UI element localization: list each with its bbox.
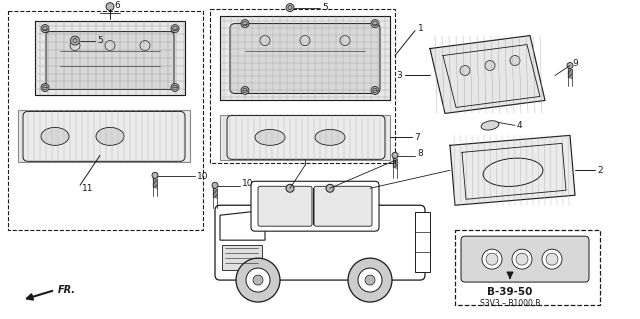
Circle shape <box>171 84 179 92</box>
Ellipse shape <box>41 127 69 145</box>
Circle shape <box>286 184 294 192</box>
Circle shape <box>510 56 520 65</box>
FancyBboxPatch shape <box>215 205 425 280</box>
Text: 5: 5 <box>322 3 328 12</box>
Text: 9: 9 <box>572 59 578 68</box>
Circle shape <box>140 41 150 50</box>
Text: 11: 11 <box>82 184 93 193</box>
Circle shape <box>106 3 114 11</box>
Bar <box>8 11 203 230</box>
Text: 6: 6 <box>114 1 120 10</box>
Circle shape <box>41 25 49 33</box>
Polygon shape <box>220 210 265 240</box>
Text: 3: 3 <box>396 71 402 80</box>
Ellipse shape <box>315 130 345 145</box>
Text: S3V3 – B1000 B: S3V3 – B1000 B <box>480 299 540 308</box>
Text: 5: 5 <box>97 36 103 45</box>
Circle shape <box>241 19 249 28</box>
Circle shape <box>567 63 573 69</box>
Circle shape <box>300 36 310 46</box>
Circle shape <box>152 172 158 178</box>
Circle shape <box>512 249 532 269</box>
Circle shape <box>236 258 280 302</box>
Ellipse shape <box>481 121 499 130</box>
Text: 10: 10 <box>242 179 253 188</box>
Ellipse shape <box>255 130 285 145</box>
Polygon shape <box>450 135 575 205</box>
Circle shape <box>348 258 392 302</box>
Circle shape <box>326 184 334 192</box>
Text: FR.: FR. <box>58 285 76 295</box>
FancyBboxPatch shape <box>461 236 589 282</box>
Polygon shape <box>430 36 545 114</box>
Circle shape <box>286 4 294 11</box>
Bar <box>210 9 395 163</box>
Bar <box>415 212 430 272</box>
FancyBboxPatch shape <box>258 186 312 226</box>
Circle shape <box>542 249 562 269</box>
Text: 8: 8 <box>417 149 423 158</box>
Text: 10: 10 <box>197 172 209 181</box>
Circle shape <box>358 268 382 292</box>
Circle shape <box>516 253 528 265</box>
Polygon shape <box>35 21 185 95</box>
Circle shape <box>253 275 263 285</box>
Circle shape <box>105 41 115 50</box>
Circle shape <box>70 41 80 50</box>
FancyBboxPatch shape <box>230 24 380 93</box>
Circle shape <box>260 36 270 46</box>
Text: 4: 4 <box>517 121 523 130</box>
Text: 2: 2 <box>597 166 603 175</box>
Bar <box>455 230 600 305</box>
Ellipse shape <box>96 127 124 145</box>
Circle shape <box>340 36 350 46</box>
Circle shape <box>371 86 379 94</box>
FancyBboxPatch shape <box>46 32 174 89</box>
Circle shape <box>482 249 502 269</box>
Circle shape <box>460 65 470 76</box>
Text: B-39-50: B-39-50 <box>487 287 532 297</box>
Circle shape <box>212 182 218 188</box>
Circle shape <box>171 25 179 33</box>
Bar <box>18 110 190 162</box>
Circle shape <box>485 61 495 70</box>
Text: 7: 7 <box>414 133 420 142</box>
Circle shape <box>546 253 558 265</box>
FancyBboxPatch shape <box>314 186 372 226</box>
Circle shape <box>486 253 498 265</box>
Circle shape <box>241 86 249 94</box>
Circle shape <box>365 275 375 285</box>
Circle shape <box>41 84 49 92</box>
Polygon shape <box>220 16 390 100</box>
Bar <box>222 245 262 270</box>
FancyBboxPatch shape <box>251 181 379 231</box>
Circle shape <box>70 36 79 45</box>
Circle shape <box>392 152 398 158</box>
Circle shape <box>371 19 379 28</box>
Bar <box>220 115 390 160</box>
Circle shape <box>246 268 270 292</box>
Text: 1: 1 <box>418 24 424 33</box>
